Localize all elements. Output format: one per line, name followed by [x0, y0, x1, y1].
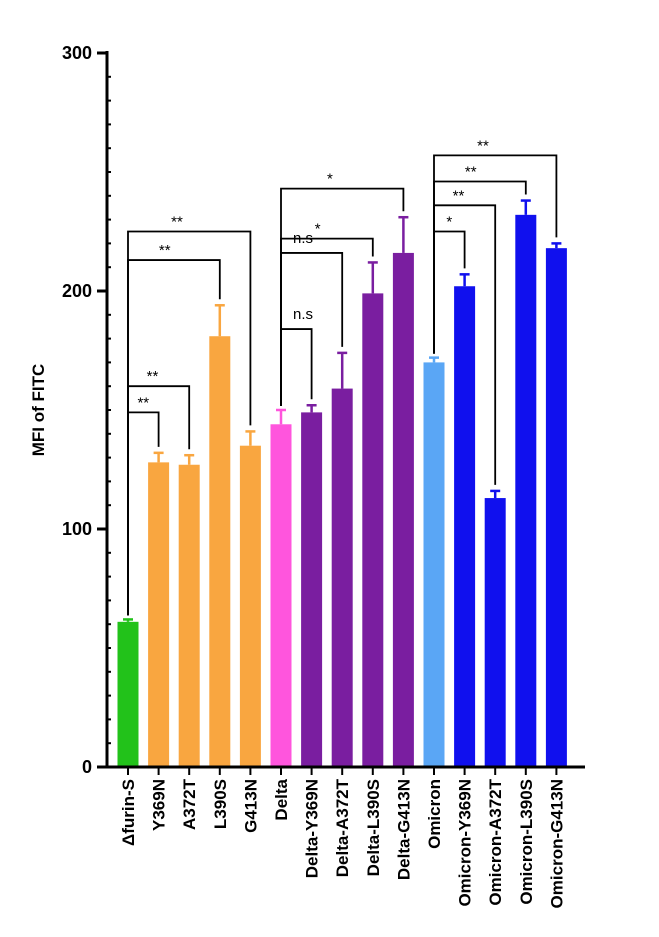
y-tick-label: 300: [62, 43, 92, 63]
significance-label-2: **: [159, 242, 171, 259]
significance-label-3: **: [171, 214, 183, 231]
bar-11: [454, 286, 476, 767]
significance-label-11: **: [477, 137, 489, 154]
x-axis: Δfurin-S Y369N A372T L390S G413N Delta Delta-Y…: [105, 765, 585, 908]
bar-10: [423, 362, 445, 767]
y-axis: 0 100 200 300: [62, 43, 111, 777]
bar-14: [545, 248, 567, 767]
significance-brackets: ********n.sn.s*********: [127, 137, 558, 616]
bar-9: [392, 252, 414, 768]
significance-bracket-7: [280, 187, 405, 406]
significance-bracket-3: [127, 230, 252, 616]
x-tick-label: Delta-A372T: [333, 778, 352, 877]
x-tick-label: Omicron-L390S: [517, 779, 536, 905]
bar-12: [484, 498, 506, 767]
y-tick-label: 200: [62, 281, 92, 301]
x-tick-label: Omicron-A372T: [486, 778, 505, 905]
error-bars-group: [123, 199, 562, 622]
significance-label-10: **: [465, 164, 477, 181]
bar-2: [178, 464, 200, 767]
x-tick-label: Delta: [272, 778, 291, 820]
significance-bracket-10: [433, 180, 527, 354]
bar-1: [148, 462, 170, 767]
y-axis-label: MFI of FITC: [29, 364, 48, 457]
x-tick-label: Delta-Y369N: [303, 779, 322, 878]
significance-bracket-2: [127, 259, 221, 616]
significance-label-7: *: [327, 171, 333, 188]
x-tick-label: Omicron-Y369N: [456, 779, 475, 907]
significance-label-1: **: [147, 368, 159, 385]
x-tick-label: Delta-G413N: [394, 779, 413, 880]
significance-bracket-11: [433, 154, 558, 354]
y-tick-label: 0: [82, 757, 92, 777]
bar-8: [362, 293, 384, 767]
bars-group: [117, 214, 567, 768]
bar-0: [117, 621, 139, 767]
y-tick-label: 100: [62, 519, 92, 539]
significance-label-0: **: [137, 394, 149, 411]
bar-5: [270, 424, 292, 767]
significance-label-8: *: [446, 214, 452, 231]
x-tick-label: Omicron: [425, 779, 444, 849]
bar-4: [239, 445, 261, 767]
x-tick-label: L390S: [211, 779, 230, 829]
x-tick-label: Delta-L390S: [364, 779, 383, 876]
x-tick-label: G413N: [241, 779, 260, 833]
x-tick-label: Δfurin-S: [119, 779, 138, 846]
significance-label-6: *: [315, 221, 321, 238]
x-tick-label: Omicron-G413N: [547, 779, 566, 908]
bar-7: [331, 388, 353, 767]
significance-label-4: n.s: [293, 306, 313, 323]
bar-13: [515, 214, 537, 768]
bar-3: [209, 336, 231, 767]
significance-label-9: **: [453, 187, 465, 204]
bar-6: [301, 412, 323, 767]
x-tick-label: Y369N: [150, 779, 169, 831]
x-tick-label: A372T: [180, 778, 199, 830]
significance-bracket-4: [280, 328, 313, 406]
